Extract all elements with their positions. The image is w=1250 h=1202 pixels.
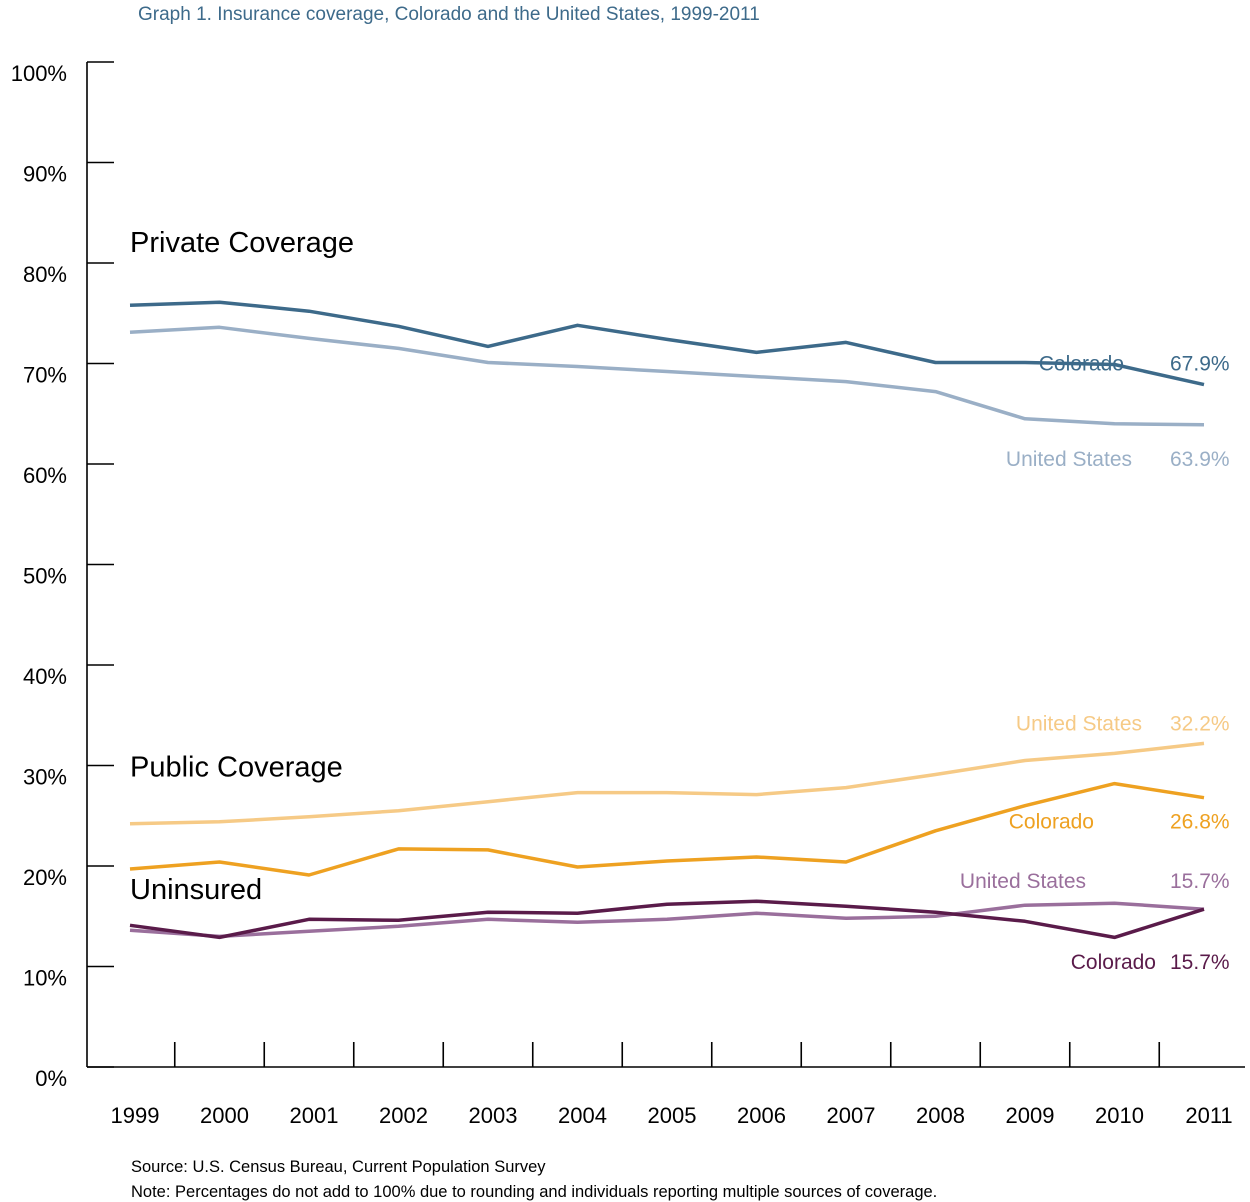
series-line-public-coverage-united-states	[129, 741, 1205, 826]
series-name-label: United States	[960, 870, 1086, 893]
y-tick-label: 70%	[23, 363, 67, 388]
series-line-private-coverage-colorado	[129, 300, 1205, 387]
group-label-public-coverage: Public Coverage	[130, 752, 343, 784]
percentages-note: Note: Percentages do not add to 100% due…	[131, 1183, 937, 1201]
y-tick-label: 20%	[23, 865, 67, 890]
x-tick-label: 2005	[648, 1103, 697, 1128]
x-tick-label: 2002	[379, 1103, 428, 1128]
x-tick-label: 2001	[290, 1103, 339, 1128]
x-tick-label: 2003	[469, 1103, 518, 1128]
source-note: Source: U.S. Census Bureau, Current Popu…	[131, 1158, 546, 1176]
y-tick-label: 10%	[23, 966, 67, 991]
y-tick-label: 40%	[23, 664, 67, 689]
axes	[86, 62, 1245, 1068]
x-tick-label: 2007	[827, 1103, 876, 1128]
x-tick-label: 2010	[1095, 1103, 1144, 1128]
x-tick-label: 2008	[916, 1103, 965, 1128]
y-tick-label: 50%	[23, 564, 67, 589]
series-lines	[129, 300, 1205, 940]
series-line-private-coverage-united-states	[129, 325, 1205, 427]
y-tick-label: 100%	[11, 61, 67, 86]
y-tick-label: 90%	[23, 162, 67, 187]
series-value-label: 26.8%	[1170, 811, 1230, 834]
series-name-label: Colorado	[1039, 353, 1124, 376]
series-line-public-coverage-colorado	[129, 781, 1205, 877]
series-line-uninsured-united-states	[129, 901, 1205, 939]
y-tick-label: 60%	[23, 463, 67, 488]
x-axis-ticks: 1999 2000 2001 2002 2003 2004 2005 2006 2007 2008…	[111, 1042, 1233, 1128]
x-tick-label: 2006	[737, 1103, 786, 1128]
series-name-label: Colorado	[1009, 811, 1094, 834]
x-tick-label: 2011	[1185, 1103, 1232, 1128]
y-tick-label: 80%	[23, 262, 67, 287]
series-labels: Colorado 67.9% United States 63.9% United St…	[960, 353, 1230, 975]
x-tick-label: 2000	[200, 1103, 249, 1128]
x-tick-label: 2004	[558, 1103, 607, 1128]
group-label-private-coverage: Private Coverage	[130, 227, 354, 259]
y-tick-label: 0%	[35, 1066, 67, 1091]
series-name-label: United States	[1016, 712, 1142, 735]
series-value-label: 67.9%	[1170, 353, 1230, 376]
group-label-uninsured: Uninsured	[130, 874, 262, 906]
series-value-label: 15.7%	[1170, 870, 1230, 893]
y-axis-ticks: 0% 10% 20% 30% 40% 50% 60% 70% 80% 90% 100%	[11, 61, 114, 1091]
y-tick-label: 30%	[23, 765, 67, 790]
series-value-label: 63.9%	[1170, 448, 1230, 471]
x-tick-label: 1999	[111, 1103, 160, 1128]
series-name-label: United States	[1006, 448, 1132, 471]
series-value-label: 15.7%	[1170, 951, 1230, 974]
series-name-label: Colorado	[1071, 951, 1156, 974]
x-tick-label: 2009	[1006, 1103, 1055, 1128]
series-line-uninsured-colorado	[129, 899, 1205, 940]
series-value-label: 32.2%	[1170, 712, 1230, 735]
group-labels: Private Coverage Public Coverage Uninsured	[130, 227, 354, 906]
chart-title: Graph 1. Insurance coverage, Colorado an…	[138, 4, 760, 25]
